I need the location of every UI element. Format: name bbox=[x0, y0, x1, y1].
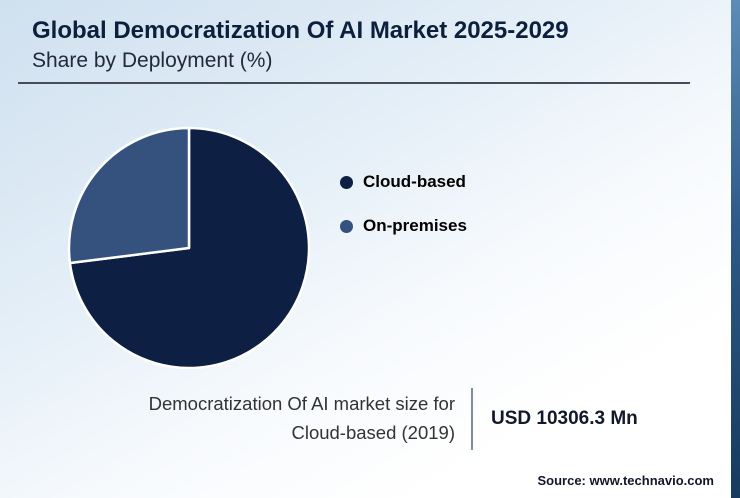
pie-chart bbox=[65, 124, 313, 372]
right-edge-accent bbox=[731, 0, 740, 498]
legend-swatch-on-premises bbox=[340, 219, 353, 233]
legend-item-cloud-based: Cloud-based bbox=[340, 172, 467, 192]
page-title: Global Democratization Of AI Market 2025… bbox=[32, 17, 569, 44]
stat-label-line2: Cloud-based (2019) bbox=[291, 422, 455, 443]
stat-row: Democratization Of AI market size for Cl… bbox=[60, 388, 638, 450]
header: Global Democratization Of AI Market 2025… bbox=[32, 16, 680, 74]
legend-item-on-premises: On-premises bbox=[340, 216, 467, 236]
source-credit: Source: www.technavio.com bbox=[537, 473, 714, 488]
pie-chart-svg bbox=[67, 126, 311, 370]
page-subtitle: Share by Deployment (%) bbox=[32, 49, 273, 72]
stat-divider bbox=[471, 388, 473, 450]
title-divider bbox=[18, 82, 690, 84]
legend-label-on-premises: On-premises bbox=[363, 216, 467, 235]
stat-label: Democratization Of AI market size for Cl… bbox=[60, 390, 455, 447]
stat-label-line1: Democratization Of AI market size for bbox=[148, 393, 455, 415]
chart-legend: Cloud-based On-premises bbox=[340, 172, 467, 260]
legend-swatch-cloud-based bbox=[340, 175, 353, 189]
legend-label-cloud-based: Cloud-based bbox=[363, 172, 466, 191]
stat-value: USD 10306.3 Mn bbox=[491, 408, 638, 429]
